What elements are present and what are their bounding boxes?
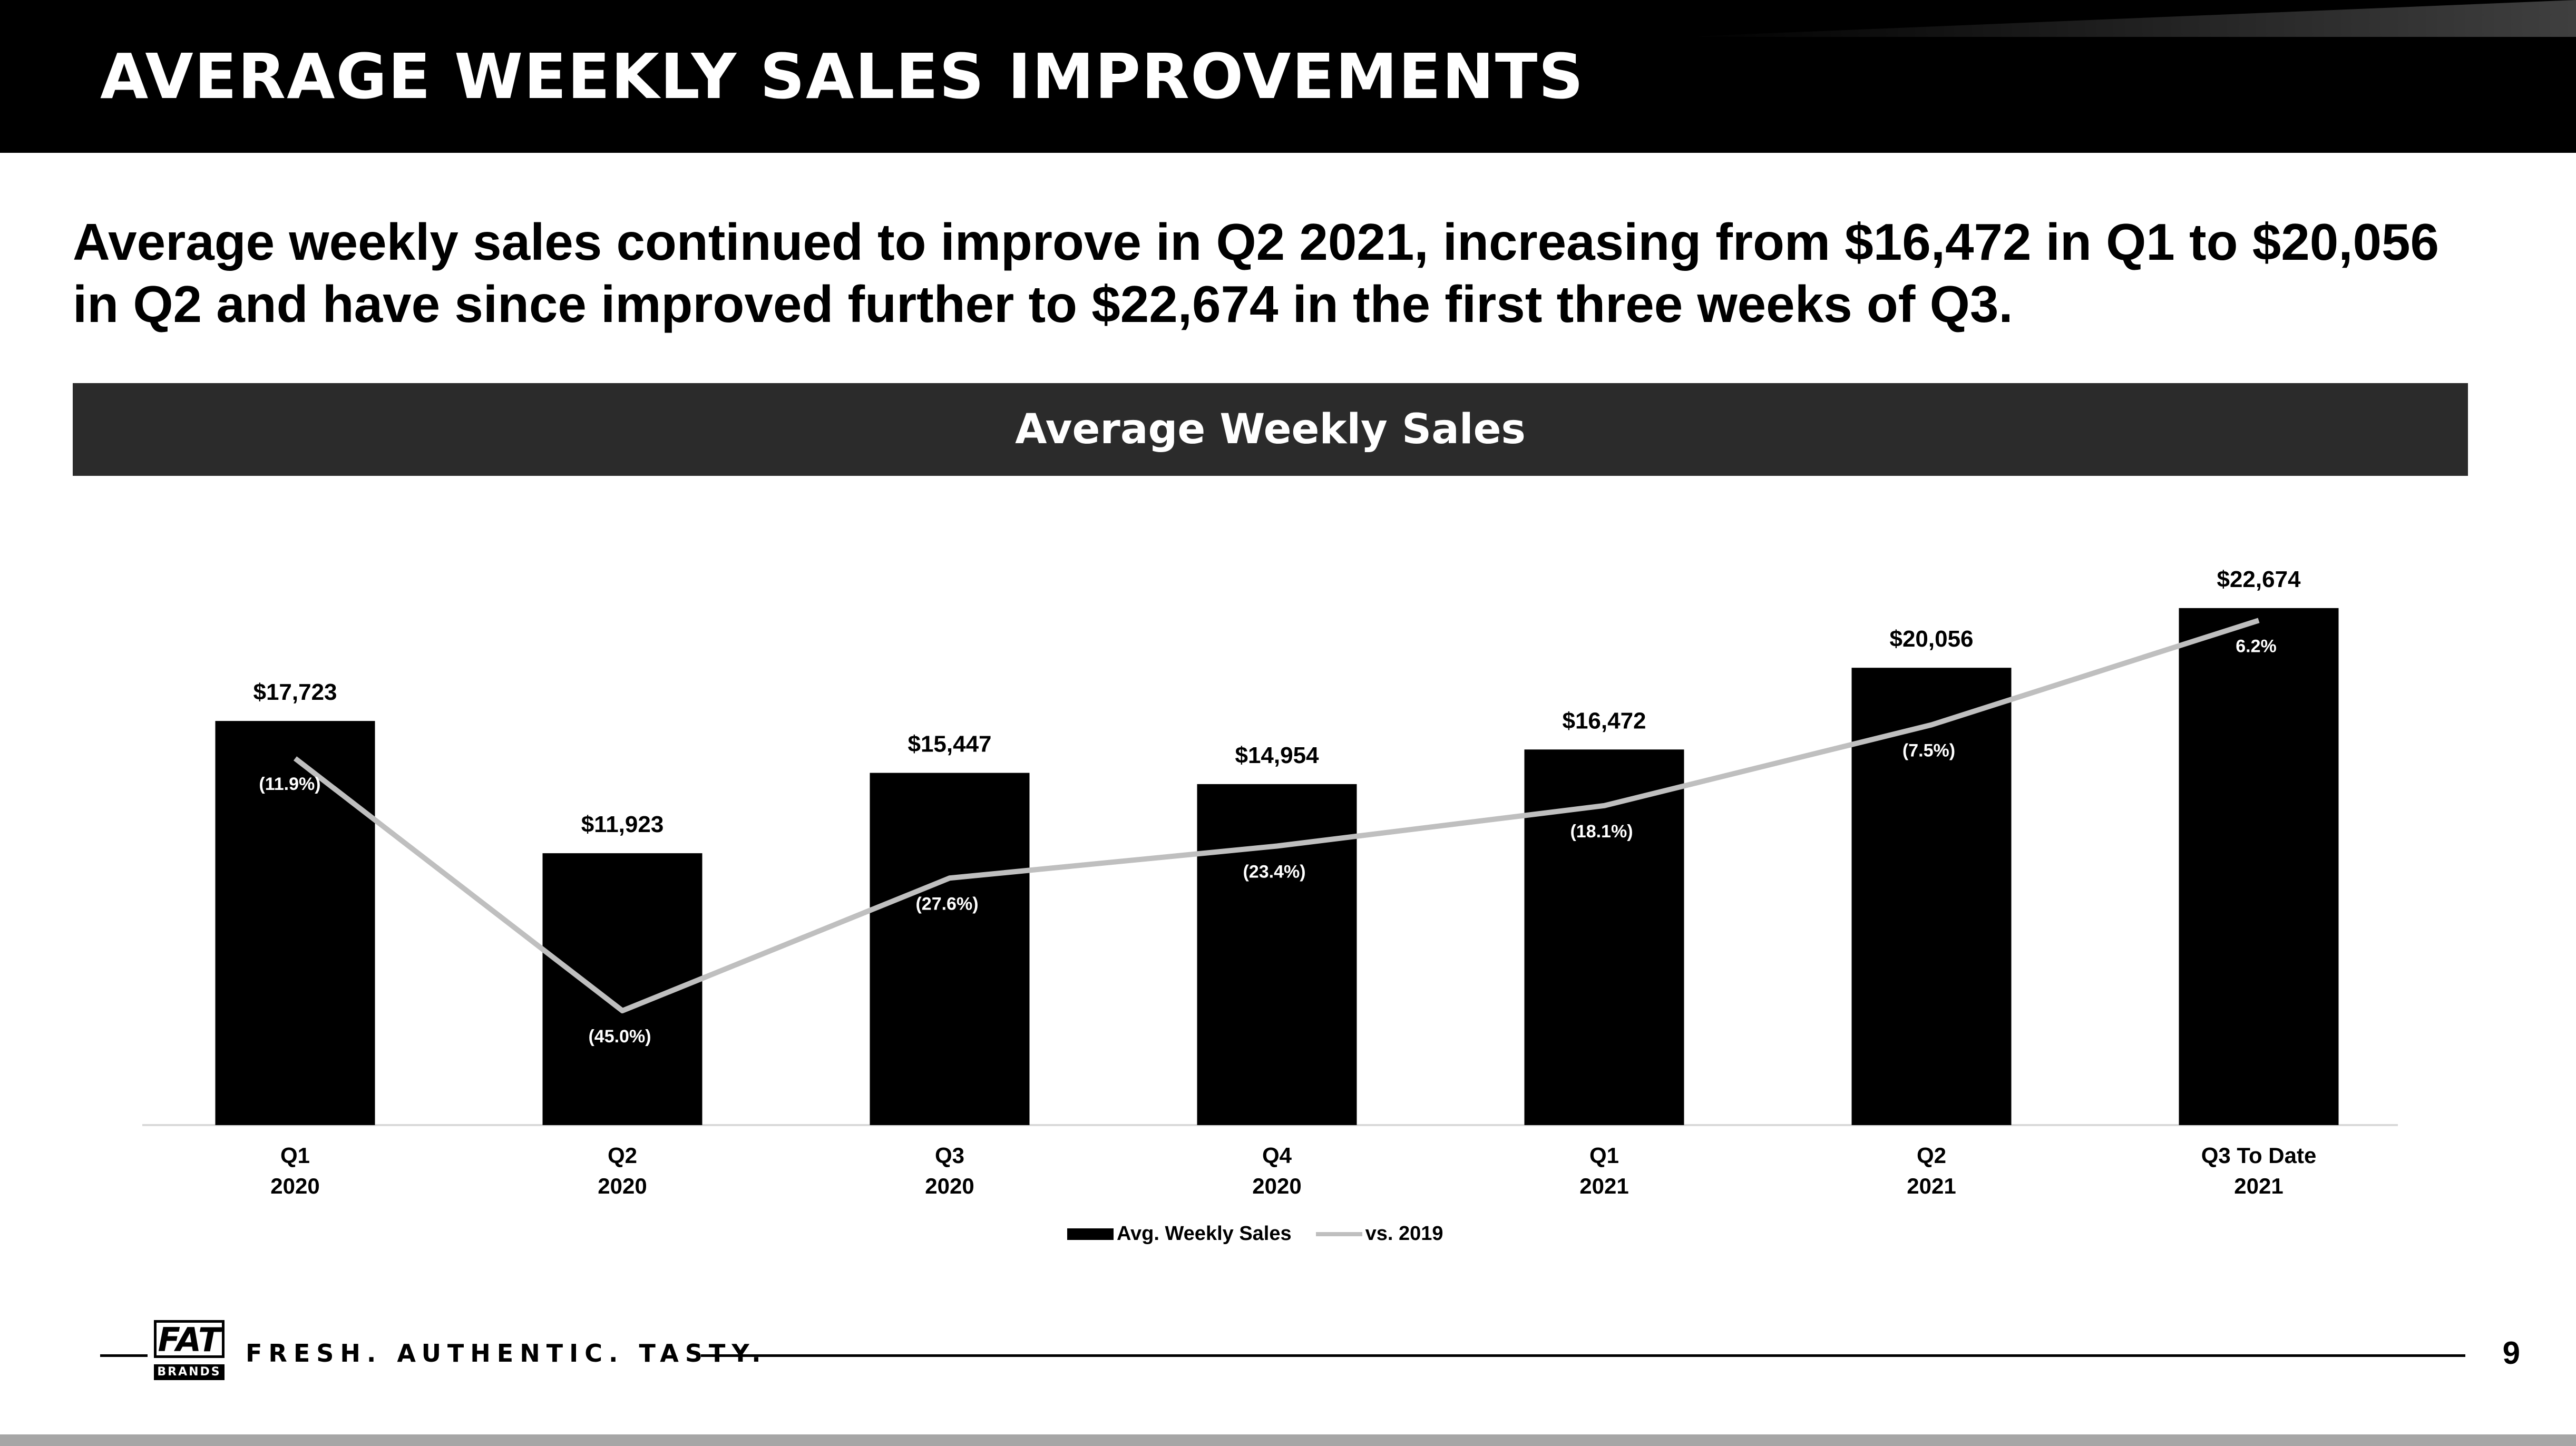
footer-rule-right [701, 1354, 2465, 1357]
logo-wordmark: FAT [158, 1321, 221, 1359]
footer-rule-left [100, 1354, 148, 1357]
bar-1 [215, 721, 375, 1125]
x-tick-label-year: 2020 [270, 1174, 319, 1198]
summary-text: Average weekly sales continued to improv… [73, 213, 2440, 333]
legend-bar-label: Avg. Weekly Sales [1117, 1223, 1292, 1245]
vs-2019-line [293, 618, 2260, 1013]
x-tick-label-year: 2021 [1579, 1174, 1628, 1198]
x-tick-label-year: 2020 [1252, 1174, 1301, 1198]
x-tick-label-year: 2021 [2234, 1174, 2283, 1198]
fat-brands-logo: FAT BRANDS [154, 1320, 225, 1386]
bar-3 [870, 773, 1030, 1125]
line-value-label: (45.0%) [588, 1027, 651, 1047]
x-tick-label: Q1 [1589, 1143, 1619, 1168]
title-bar [0, 0, 2576, 153]
x-tick-label: Q3 To Date [2201, 1143, 2317, 1168]
x-tick-label-year: 2020 [925, 1174, 974, 1198]
bar-value-label: $15,447 [908, 731, 991, 757]
line-value-label: (18.1%) [1570, 822, 1633, 842]
footer-tagline: FRESH. AUTHENTIC. TASTY. [246, 1339, 767, 1367]
bar-value-label: $14,954 [1235, 742, 1319, 768]
line-value-label: (11.9%) [259, 774, 320, 794]
x-tick-label-year: 2021 [1907, 1174, 1956, 1198]
bar-value-label: $22,674 [2217, 566, 2301, 592]
bar-4 [1197, 784, 1357, 1125]
bar-value-label: $17,723 [253, 679, 337, 705]
slide-title: AVERAGE WEEKLY SALES IMPROVEMENTS [100, 40, 1585, 113]
x-tick-label-year: 2020 [598, 1174, 647, 1198]
bar-value-label: $16,472 [1562, 708, 1646, 734]
bar-7 [2179, 608, 2339, 1125]
x-tick-label: Q2 [1917, 1143, 1946, 1168]
line-value-label: (7.5%) [1902, 741, 1955, 761]
bar-value-label: $11,923 [581, 812, 664, 837]
legend-line-swatch [1315, 1232, 1362, 1236]
line-value-label: (23.4%) [1243, 862, 1305, 882]
x-tick-label: Q3 [935, 1143, 964, 1168]
x-tick-label: Q2 [608, 1143, 637, 1168]
logo-frame [154, 1320, 225, 1358]
chart-header: Average Weekly Sales [73, 383, 2468, 476]
x-tick-label: Q4 [1262, 1143, 1292, 1168]
bar-6 [1851, 668, 2012, 1125]
x-tick-label: Q1 [280, 1143, 310, 1168]
line-value-label: (27.6%) [915, 894, 978, 914]
chart-legend: Avg. Weekly Sales vs. 2019 [1067, 1223, 1443, 1245]
logo-subtitle: BRANDS [154, 1364, 225, 1380]
legend-line-label: vs. 2019 [1365, 1223, 1443, 1245]
page-number: 9 [2502, 1335, 2520, 1371]
line-value-label: 6.2% [2236, 636, 2277, 656]
bar-value-label: $20,056 [1889, 626, 1973, 652]
legend-bar-swatch [1067, 1228, 1114, 1240]
bottom-strip [0, 1434, 2576, 1446]
